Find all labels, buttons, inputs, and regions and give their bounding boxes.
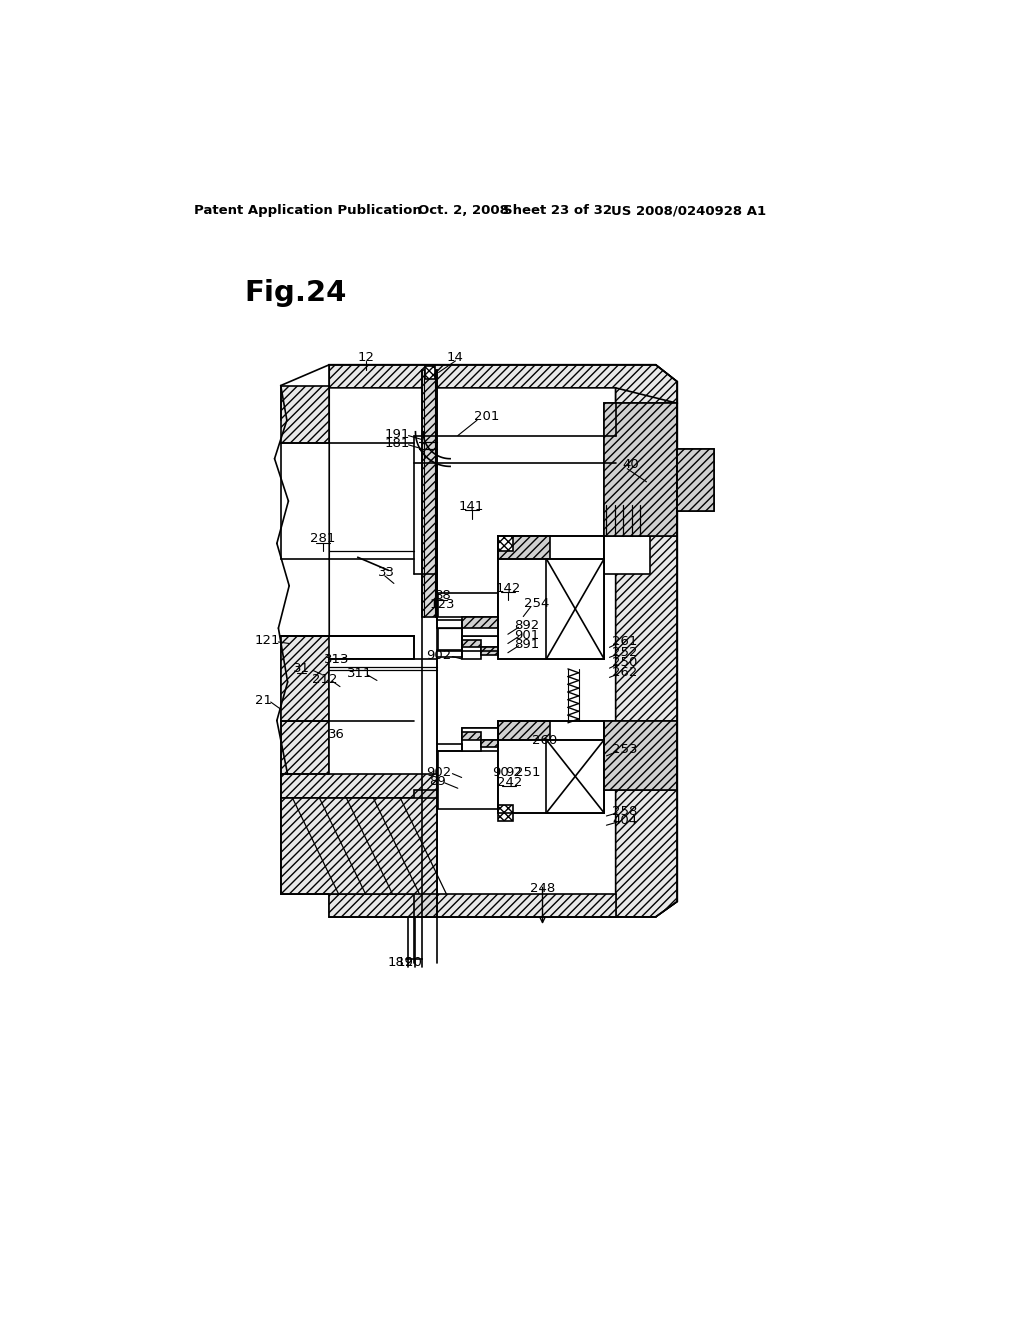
Text: 201: 201	[474, 409, 499, 422]
Text: 313: 313	[325, 653, 349, 667]
Text: 181: 181	[384, 437, 410, 450]
Bar	[498, 721, 604, 813]
Bar	[498, 536, 604, 659]
Polygon shape	[462, 616, 498, 628]
Text: 404: 404	[612, 814, 638, 828]
Text: 311: 311	[347, 667, 373, 680]
Polygon shape	[337, 372, 668, 909]
Text: 251: 251	[515, 766, 541, 779]
Polygon shape	[281, 636, 330, 721]
Polygon shape	[615, 388, 677, 917]
Bar	[425, 367, 435, 379]
Text: 902: 902	[426, 766, 452, 779]
Bar	[438, 594, 498, 651]
Text: 40: 40	[623, 458, 639, 471]
Text: 902: 902	[426, 648, 452, 661]
Text: 33: 33	[378, 566, 394, 579]
Bar	[604, 721, 677, 789]
Polygon shape	[422, 370, 437, 616]
Text: 242: 242	[497, 776, 522, 788]
Text: 901: 901	[514, 628, 539, 642]
Polygon shape	[462, 636, 498, 659]
Text: 253: 253	[612, 743, 638, 756]
Text: 92: 92	[505, 766, 521, 779]
Text: 142: 142	[496, 582, 520, 594]
Text: Sheet 23 of 32: Sheet 23 of 32	[503, 205, 612, 218]
Text: 141: 141	[459, 500, 484, 513]
Polygon shape	[604, 721, 677, 789]
Text: 21: 21	[255, 694, 271, 708]
Text: 262: 262	[612, 667, 638, 680]
Polygon shape	[330, 364, 677, 404]
Text: 260: 260	[532, 734, 557, 747]
Text: 254: 254	[524, 597, 550, 610]
Polygon shape	[281, 721, 330, 894]
Polygon shape	[281, 797, 437, 894]
Text: 12: 12	[357, 351, 375, 363]
Bar	[677, 450, 714, 511]
Bar	[438, 751, 498, 809]
Text: 20: 20	[406, 956, 422, 969]
Polygon shape	[604, 506, 650, 536]
Text: 250: 250	[612, 656, 638, 669]
Bar	[604, 404, 677, 536]
Polygon shape	[330, 894, 615, 917]
Polygon shape	[414, 789, 437, 917]
Polygon shape	[481, 739, 498, 747]
Text: 261: 261	[612, 635, 638, 648]
Bar	[330, 659, 437, 779]
Text: Fig.24: Fig.24	[245, 279, 347, 308]
Bar	[462, 729, 498, 743]
Text: 281: 281	[310, 532, 336, 545]
Text: 90: 90	[492, 766, 509, 779]
Bar	[498, 536, 513, 552]
Text: Patent Application Publication: Patent Application Publication	[195, 205, 422, 218]
Polygon shape	[462, 729, 498, 751]
Text: 121: 121	[254, 634, 280, 647]
Text: US 2008/0240928 A1: US 2008/0240928 A1	[611, 205, 766, 218]
Polygon shape	[498, 721, 550, 739]
Text: 31: 31	[293, 663, 310, 676]
Text: 88: 88	[434, 589, 451, 602]
Text: 18: 18	[388, 956, 404, 969]
Polygon shape	[462, 640, 481, 647]
Bar	[498, 805, 513, 821]
Polygon shape	[281, 636, 414, 721]
Polygon shape	[481, 647, 498, 655]
Text: 892: 892	[514, 619, 539, 632]
Polygon shape	[677, 449, 714, 511]
Text: 212: 212	[312, 673, 337, 686]
Polygon shape	[604, 404, 677, 536]
Text: 258: 258	[612, 805, 638, 818]
Bar	[462, 636, 498, 651]
Polygon shape	[462, 733, 481, 739]
Text: 89: 89	[429, 775, 445, 788]
Text: 123: 123	[430, 598, 455, 611]
Text: 252: 252	[612, 647, 638, 659]
Bar	[547, 739, 604, 813]
Polygon shape	[281, 385, 330, 444]
Text: Oct. 2, 2008: Oct. 2, 2008	[418, 205, 509, 218]
Polygon shape	[330, 364, 677, 917]
Text: 19: 19	[397, 956, 414, 969]
Text: 36: 36	[329, 727, 345, 741]
Polygon shape	[281, 775, 437, 797]
Text: 248: 248	[529, 882, 555, 895]
Text: 14: 14	[447, 351, 464, 363]
Bar	[604, 506, 650, 574]
Polygon shape	[437, 616, 498, 636]
Text: 891: 891	[514, 638, 539, 651]
Text: 191: 191	[384, 428, 410, 441]
Polygon shape	[498, 536, 550, 558]
Bar	[547, 558, 604, 659]
